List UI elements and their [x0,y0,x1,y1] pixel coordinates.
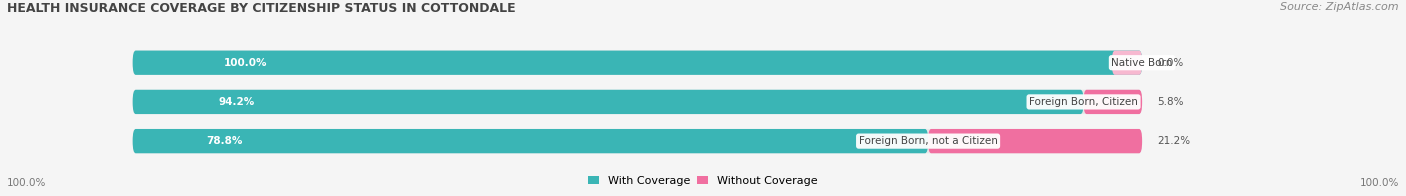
Text: 100.0%: 100.0% [7,178,46,188]
Text: Foreign Born, not a Citizen: Foreign Born, not a Citizen [859,136,997,146]
Text: HEALTH INSURANCE COVERAGE BY CITIZENSHIP STATUS IN COTTONDALE: HEALTH INSURANCE COVERAGE BY CITIZENSHIP… [7,2,516,15]
FancyBboxPatch shape [132,90,1142,114]
Text: 94.2%: 94.2% [219,97,254,107]
Text: 100.0%: 100.0% [1360,178,1399,188]
Text: 21.2%: 21.2% [1157,136,1191,146]
FancyBboxPatch shape [132,90,1084,114]
Text: Source: ZipAtlas.com: Source: ZipAtlas.com [1281,2,1399,12]
Legend: With Coverage, Without Coverage: With Coverage, Without Coverage [583,172,823,191]
FancyBboxPatch shape [132,51,1142,75]
FancyBboxPatch shape [1112,51,1142,75]
FancyBboxPatch shape [132,129,928,153]
Text: 78.8%: 78.8% [207,136,243,146]
FancyBboxPatch shape [132,129,1142,153]
Text: 5.8%: 5.8% [1157,97,1184,107]
Text: Native Born: Native Born [1111,58,1173,68]
FancyBboxPatch shape [928,129,1142,153]
Text: 0.0%: 0.0% [1157,58,1184,68]
Text: 100.0%: 100.0% [224,58,267,68]
FancyBboxPatch shape [132,51,1142,75]
Text: Foreign Born, Citizen: Foreign Born, Citizen [1029,97,1137,107]
FancyBboxPatch shape [1084,90,1142,114]
